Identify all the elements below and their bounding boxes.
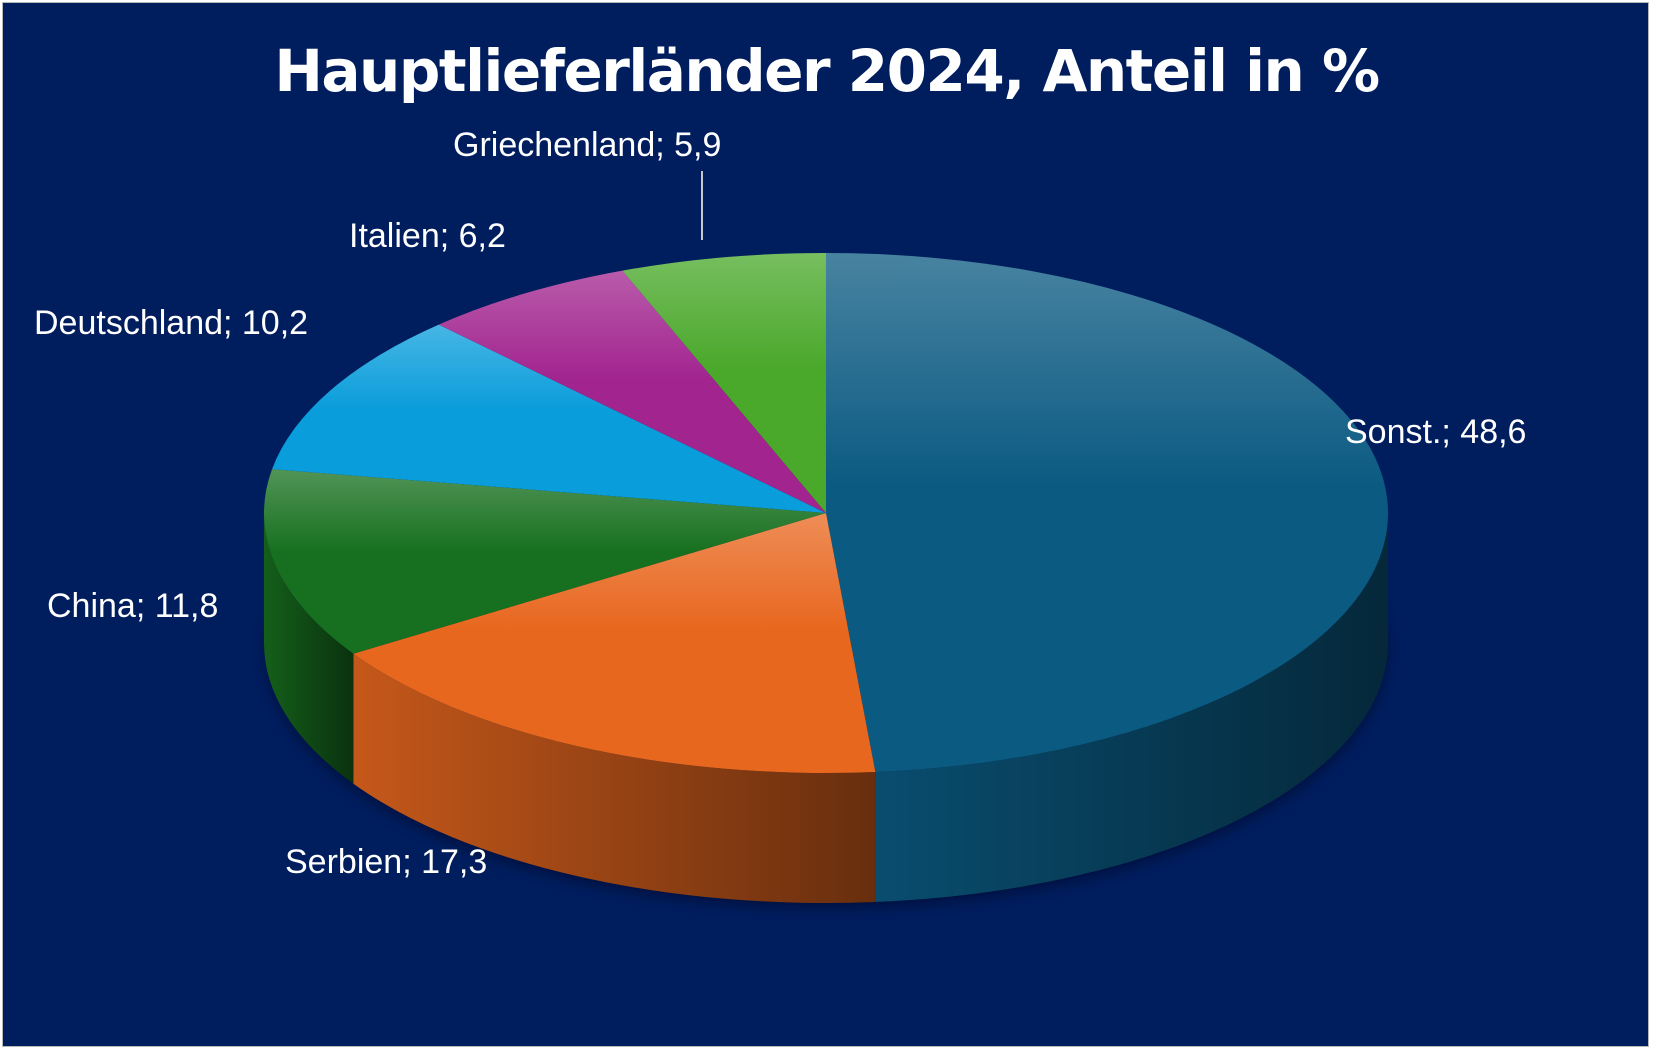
pie-slice-italien — [438, 270, 826, 513]
pie-slice-griechenland — [622, 253, 826, 513]
data-label-griechenland: Griechenland; 5,9 — [453, 126, 721, 164]
data-label-sonst-: Sonst.; 48,6 — [1345, 413, 1526, 451]
chart-title: Hauptlieferländer 2024, Anteil in % — [274, 37, 1380, 105]
pie-side-serbien — [353, 653, 876, 903]
pie-slice-serbien — [353, 513, 876, 773]
pie-slice-sonst- — [826, 253, 1389, 772]
pie-slice-china — [264, 469, 827, 654]
data-label-serbien: Serbien; 17,3 — [285, 843, 487, 881]
pie-side-china — [264, 513, 354, 784]
data-label-italien: Italien; 6,2 — [349, 217, 506, 255]
pie-chart: Sonst.; 48,6 Serbien; 17,3 China; 11,8 Deut… — [34, 126, 1526, 903]
pie-side-sonst- — [875, 513, 1388, 902]
data-label-deutschland: Deutschland; 10,2 — [34, 304, 308, 342]
pie-slice-deutschland — [272, 324, 826, 513]
data-label-china: China; 11,8 — [47, 587, 218, 625]
